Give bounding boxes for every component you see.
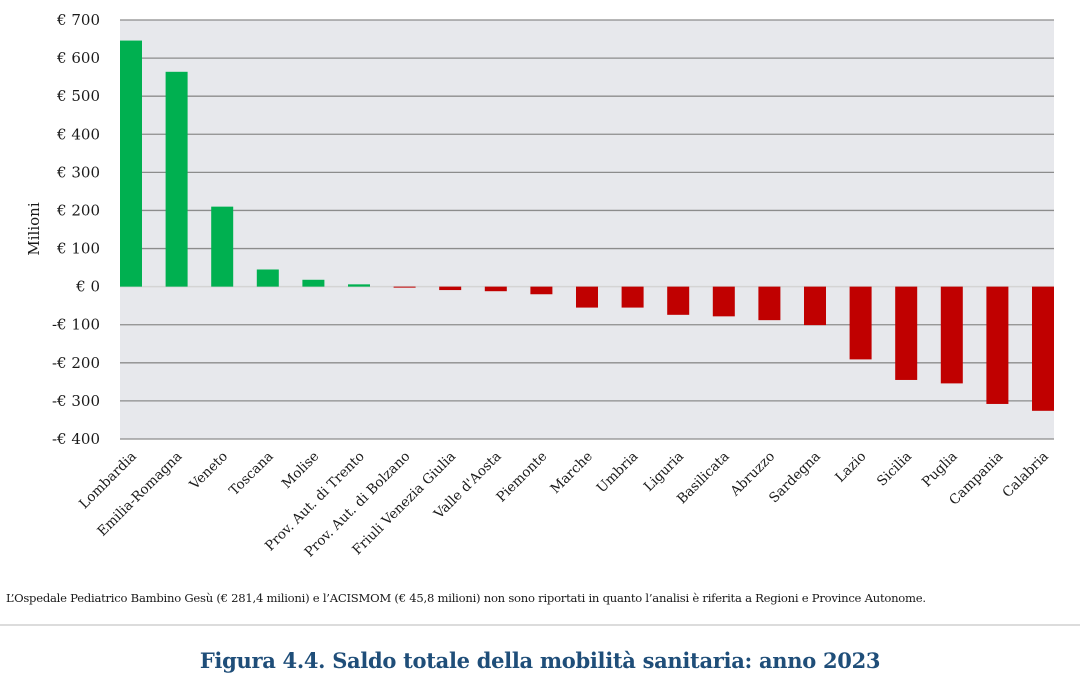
- bar: [758, 286, 781, 321]
- y-tick-label: € 200: [56, 201, 100, 219]
- bar: [849, 286, 872, 360]
- x-tick-label: Sicilia: [874, 449, 915, 490]
- bar: [986, 286, 1009, 404]
- bar: [940, 286, 963, 384]
- bar: [621, 286, 644, 308]
- bar: [393, 286, 416, 288]
- y-tick-label: € 400: [56, 125, 100, 143]
- bar: [530, 286, 553, 295]
- bar: [120, 40, 142, 287]
- x-tick-label: Molise: [279, 449, 322, 492]
- y-tick-label: € 0: [75, 278, 100, 296]
- y-axis-ticks: € 700 € 600 € 500 € 400 € 300 € 200 € 100 € 0 -€…: [52, 11, 100, 448]
- bar: [211, 206, 234, 287]
- y-tick-label: € 100: [56, 240, 100, 258]
- y-tick-label: € 600: [56, 49, 100, 67]
- y-tick-label: -€ 200: [52, 354, 100, 372]
- x-tick-label: Lazio: [832, 449, 869, 486]
- x-tick-label: Umbria: [594, 449, 642, 497]
- bar: [895, 286, 918, 380]
- y-tick-label: € 300: [56, 163, 100, 181]
- bar: [667, 286, 690, 315]
- bar: [484, 286, 507, 292]
- x-tick-label: Emilia-Romagna: [94, 449, 185, 540]
- y-tick-label: € 500: [56, 87, 100, 105]
- x-tick-label: Veneto: [186, 449, 231, 494]
- bar: [1032, 286, 1054, 411]
- bar: [439, 286, 462, 291]
- bar: [256, 269, 279, 287]
- x-tick-label: Marche: [547, 449, 595, 497]
- x-tick-label: Liguria: [641, 449, 687, 495]
- bar: [302, 279, 325, 287]
- figure-caption: Figura 4.4. Saldo totale della mobilità …: [199, 648, 881, 673]
- footnote: L’Ospedale Pediatrico Bambino Gesù (€ 28…: [6, 591, 926, 605]
- bar: [576, 286, 598, 308]
- x-tick-label: Toscana: [226, 449, 276, 499]
- y-tick-label: -€ 300: [52, 392, 100, 410]
- x-tick-label: Piemonte: [493, 449, 550, 506]
- y-tick-label: € 700: [56, 11, 100, 29]
- y-tick-label: -€ 100: [52, 316, 100, 334]
- x-tick-label: Calabria: [999, 449, 1051, 501]
- x-tick-label: Puglia: [919, 449, 961, 491]
- bar: [712, 286, 735, 317]
- bar: [165, 71, 188, 287]
- y-axis-label: Milioni: [25, 202, 43, 255]
- bar-chart: € 700 € 600 € 500 € 400 € 300 € 200 € 100 € 0 -€…: [25, 11, 1054, 561]
- bar: [348, 284, 370, 287]
- separator-line: [0, 624, 1080, 626]
- bar: [804, 286, 826, 326]
- y-tick-label: -€ 400: [52, 430, 100, 448]
- bars: [120, 40, 1054, 411]
